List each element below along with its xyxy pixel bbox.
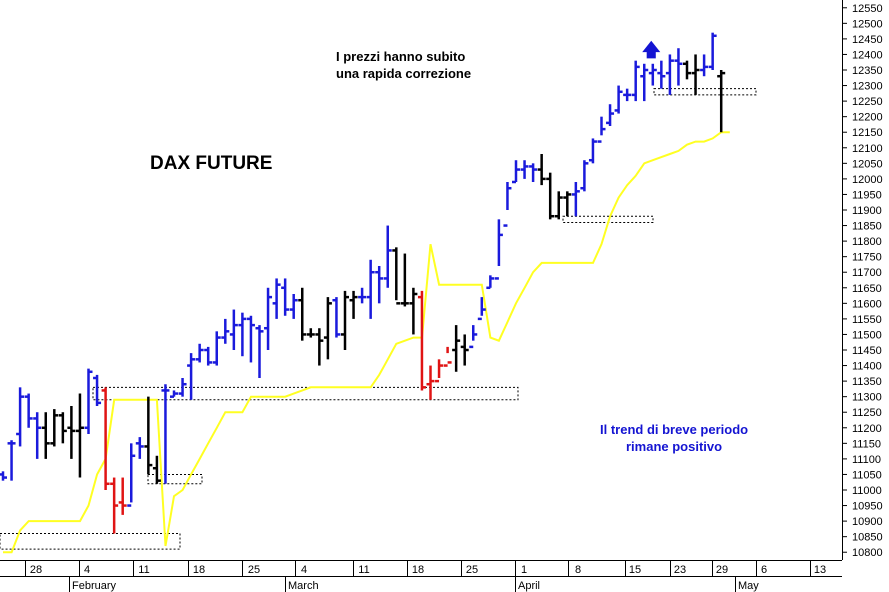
chart-title: DAX FUTURE <box>150 153 273 174</box>
y-tick-label: 12000 <box>852 174 883 186</box>
x-tick-label: 13 <box>814 564 826 576</box>
y-tick-label: 12300 <box>852 81 883 93</box>
x-tick-label: 6 <box>761 564 767 576</box>
y-tick-label: 11350 <box>852 376 882 388</box>
y-tick-label: 11800 <box>852 236 882 248</box>
y-tick-label: 11500 <box>852 329 882 341</box>
x-tick-label: 25 <box>466 564 478 576</box>
x-tick-label: 15 <box>629 564 641 576</box>
x-tick-label: 8 <box>575 564 581 576</box>
y-tick-label: 10900 <box>852 516 883 528</box>
correction-annotation-line1: I prezzi hanno subito <box>336 49 466 64</box>
x-month-label: March <box>288 580 319 592</box>
y-tick-label: 12100 <box>852 143 883 155</box>
y-tick-label: 11000 <box>852 485 882 497</box>
x-tick-label: 11 <box>138 564 149 576</box>
y-tick-label: 12400 <box>852 49 883 61</box>
y-tick-label: 11250 <box>852 407 882 419</box>
y-tick-label: 11100 <box>852 454 881 466</box>
y-tick-label: 10950 <box>852 501 883 513</box>
trend-annotation-line2: rimane positivo <box>626 439 723 454</box>
y-tick-label: 11650 <box>852 283 882 295</box>
trend-annotation-line1: Il trend di breve periodo <box>600 422 749 437</box>
stop-line <box>3 131 730 554</box>
y-tick-label: 11550 <box>852 314 882 326</box>
y-tick-label: 11400 <box>852 361 882 373</box>
y-tick-label: 12250 <box>852 96 883 108</box>
support-zone <box>92 386 519 401</box>
y-tick-label: 11850 <box>852 221 882 233</box>
y-tick-label: 12350 <box>852 65 883 77</box>
x-tick-label: 18 <box>193 564 205 576</box>
y-tick-label: 12050 <box>852 158 883 170</box>
x-tick-label: 29 <box>716 564 728 576</box>
y-tick-label: 11150 <box>852 438 881 450</box>
x-tick-label: 25 <box>248 564 260 576</box>
y-tick-label: 10850 <box>852 532 883 544</box>
y-tick-label: 11300 <box>852 392 882 404</box>
x-tick-label: 11 <box>358 564 369 576</box>
x-month-label: April <box>518 580 540 592</box>
support-zone <box>653 88 757 96</box>
x-tick-label: 1 <box>521 564 527 576</box>
y-tick-label: 11750 <box>852 252 882 264</box>
y-tick-label: 10800 <box>852 547 883 559</box>
trend-annotation: Il trend di breve periodo rimane positiv… <box>600 421 748 455</box>
correction-annotation-line2: una rapida correzione <box>336 66 472 81</box>
y-tick-label: 12200 <box>852 112 883 124</box>
y-tick-label: 11950 <box>852 189 882 201</box>
y-tick-label: 11900 <box>852 205 882 217</box>
x-tick-label: 4 <box>84 564 90 576</box>
x-month-label: May <box>738 580 759 592</box>
support-zone <box>0 533 181 550</box>
y-tick-label: 11450 <box>852 345 882 357</box>
y-tick-label: 11700 <box>852 267 882 279</box>
x-month-label: February <box>72 580 117 592</box>
y-tick-label: 12450 <box>852 34 883 46</box>
up-arrow-icon: 🡅 <box>642 40 661 60</box>
y-tick-label: 11050 <box>852 469 882 481</box>
y-tick-label: 11200 <box>852 423 882 435</box>
x-tick-label: 23 <box>674 564 686 576</box>
x-tick-label: 4 <box>301 564 307 576</box>
y-tick-label: 12500 <box>852 18 883 30</box>
x-tick-label: 28 <box>30 564 42 576</box>
y-tick-label: 11600 <box>852 298 882 310</box>
correction-annotation: I prezzi hanno subito una rapida correzi… <box>336 48 471 82</box>
y-tick-label: 12550 <box>852 3 883 15</box>
x-tick-label: 18 <box>412 564 424 576</box>
y-tick-label: 12150 <box>852 127 883 139</box>
